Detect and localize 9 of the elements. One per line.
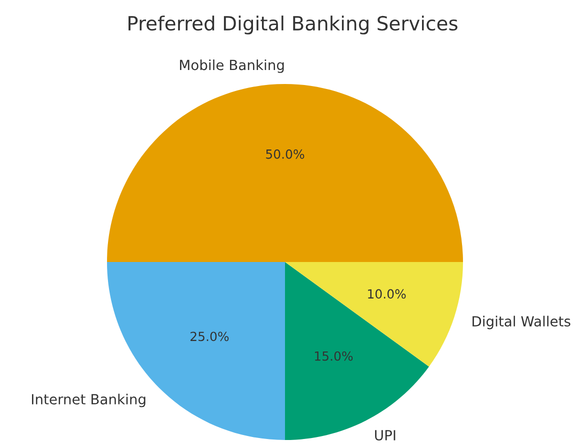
data-label: 15.0%	[315, 351, 353, 361]
chart-title: Preferred Digital Banking Services	[128, 16, 458, 34]
data-label: 25.0%	[190, 332, 229, 342]
slice-label: UPI	[375, 430, 396, 440]
data-label: 10.0%	[368, 289, 406, 299]
data-label: 50.0%	[266, 149, 304, 159]
slice-label: Digital Wallets	[472, 316, 570, 330]
slice-label: Mobile Banking	[180, 59, 284, 73]
slice-label: Internet Banking	[32, 394, 146, 408]
